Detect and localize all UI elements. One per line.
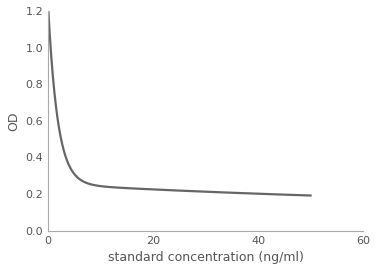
Y-axis label: OD: OD [7,111,20,131]
X-axis label: standard concentration (ng/ml): standard concentration (ng/ml) [108,251,303,264]
